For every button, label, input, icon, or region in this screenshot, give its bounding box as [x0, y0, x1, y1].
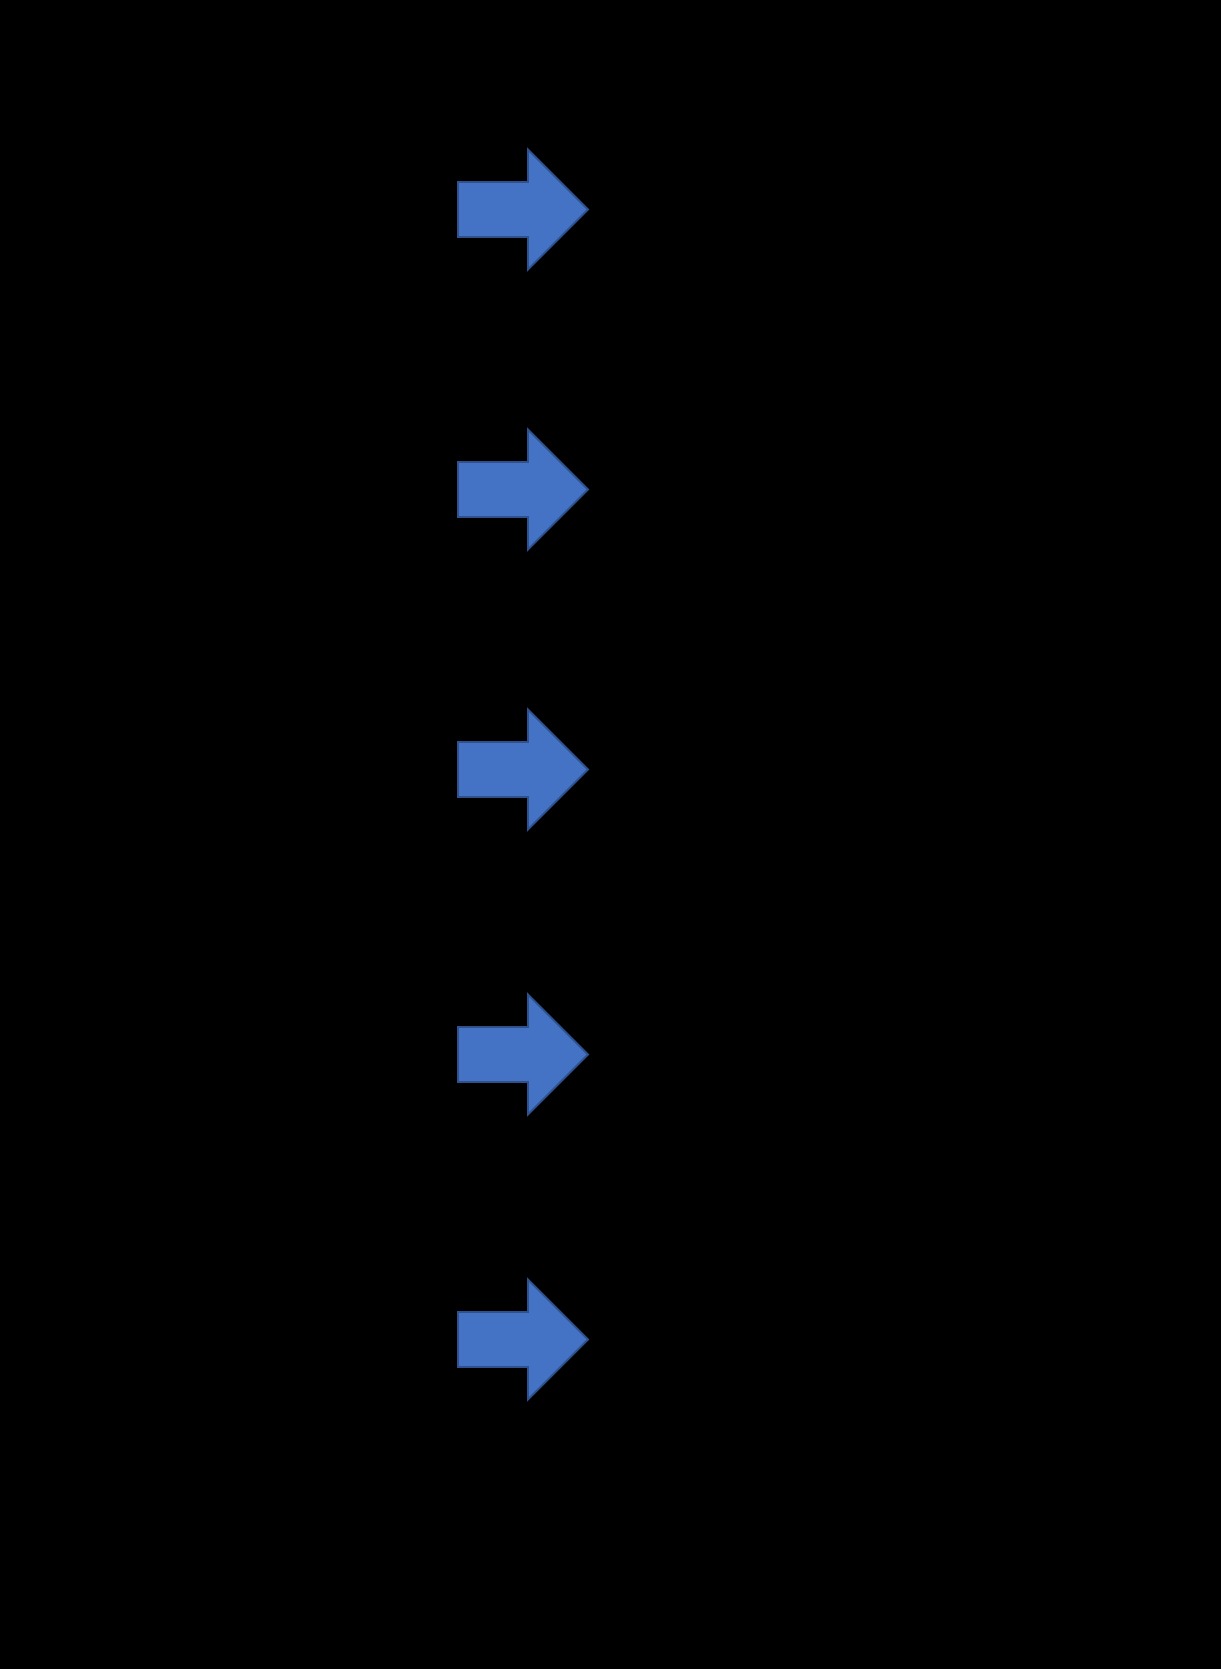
arrow-5	[458, 1280, 588, 1400]
arrow-1	[458, 150, 588, 270]
arrow-group	[458, 150, 588, 1400]
diagram-canvas	[0, 0, 1221, 1669]
arrow-3	[458, 710, 588, 830]
arrows-layer	[0, 0, 1221, 1669]
arrow-4	[458, 995, 588, 1115]
arrow-2	[458, 430, 588, 550]
